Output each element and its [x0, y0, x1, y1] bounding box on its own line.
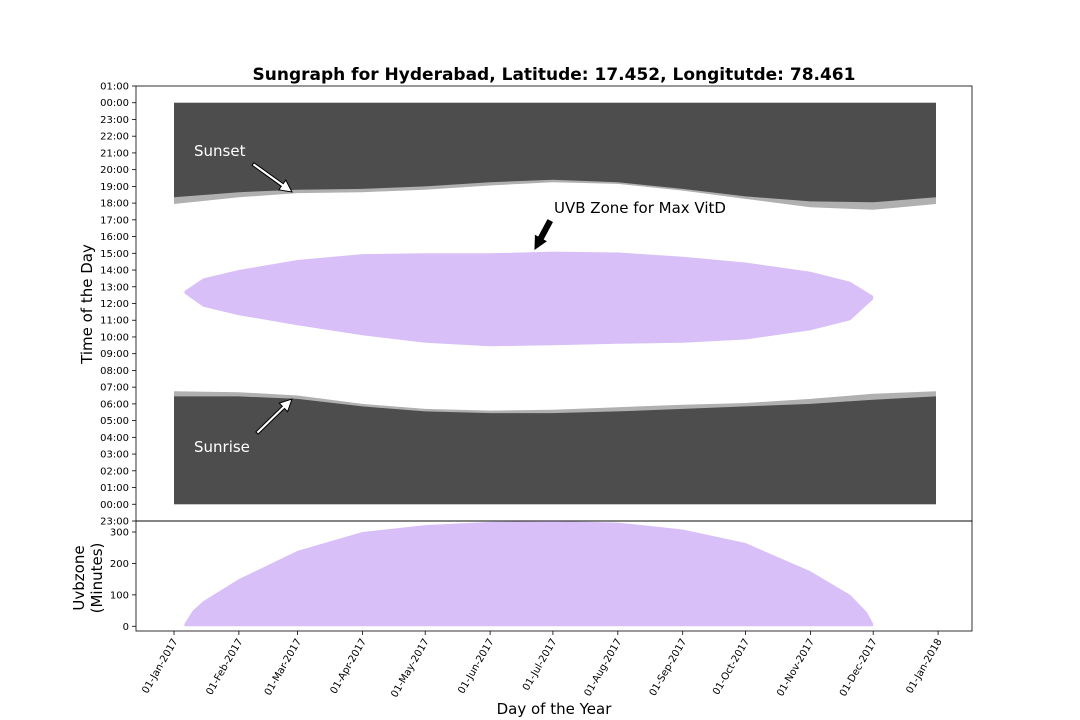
uvbzone-plot: 0 100 200 300 01-Jan-2017 01-Feb-2017 01-Mar-2… — [110, 520, 973, 700]
y-tick-label: 20:00 — [100, 165, 129, 176]
x-tick-label: 01-Aug-2017 — [583, 637, 625, 699]
y-tick-label: 00:00 — [100, 500, 129, 511]
morning-night-area — [174, 396, 936, 505]
y-tick-label: 15:00 — [100, 249, 129, 260]
bottom-plot-frame — [135, 520, 973, 632]
uvb-zone-area — [184, 251, 874, 347]
y-tick-label: 14:00 — [100, 266, 129, 277]
x-tick-label: 01-Oct-2017 — [711, 637, 752, 697]
y-tick-label: 01:00 — [100, 483, 129, 494]
y-tick-label: 08:00 — [100, 366, 129, 377]
annotation-uvb-zone: UVB Zone for Max VitD — [554, 199, 726, 217]
annotation-sunset: Sunset — [194, 142, 246, 160]
annotation-sunrise: Sunrise — [194, 438, 250, 456]
y-axis-label-top: Time of the Day — [78, 244, 96, 365]
y-tick-label: 12:00 — [100, 299, 129, 310]
sunrise-arrow — [255, 398, 293, 435]
y-tick-label: 21:00 — [100, 148, 129, 159]
x-tick-label: 01-Apr-2017 — [329, 637, 369, 696]
y-tick-label: 0 — [123, 622, 129, 633]
x-tick-label: 01-Jan-2018 — [904, 637, 944, 696]
y-tick-label: 01:00 — [100, 82, 129, 93]
x-tick-label: 01-Jan-2017 — [140, 637, 180, 696]
evening-night-area — [174, 102, 936, 203]
y-tick-label: 23:00 — [100, 115, 129, 126]
uvb-zone-arrow — [534, 219, 553, 250]
y-tick-label: 16:00 — [100, 232, 129, 243]
x-tick-label: 01-Mar-2017 — [263, 637, 304, 698]
y-tick-label: 04:00 — [100, 433, 129, 444]
y-tick-label: 13:00 — [100, 282, 129, 293]
x-tick-label: 01-Feb-2017 — [204, 637, 245, 697]
y-tick-label: 00:00 — [100, 98, 129, 109]
chart-title: Sungraph for Hyderabad, Latitude: 17.452… — [253, 65, 856, 85]
x-axis-label: Day of the Year — [497, 700, 613, 718]
y-tick-label: 18:00 — [100, 199, 129, 210]
x-tick-label: 01-Nov-2017 — [775, 637, 817, 698]
x-tick-label: 01-Jul-2017 — [521, 637, 560, 693]
y-tick-label: 05:00 — [100, 416, 129, 427]
y-axis-label-bottom-line1: Uvbzone — [70, 545, 88, 610]
x-tick-label: 01-Sep-2017 — [648, 637, 690, 698]
y-tick-label: 300 — [110, 528, 129, 539]
y-tick-label: 17:00 — [100, 215, 129, 226]
x-tick-label: 01-Jun-2017 — [456, 637, 496, 696]
y-tick-label: 07:00 — [100, 383, 129, 394]
y-tick-label: 19:00 — [100, 182, 129, 193]
uvbzone-minutes-area — [184, 521, 874, 627]
sungraph-plot: 23:00 00:00 01:00 02:00 03:00 04:00 05:00 06:00… — [100, 82, 973, 528]
x-tick-label: 01-Dec-2017 — [838, 637, 880, 699]
y-tick-label: 02:00 — [100, 466, 129, 477]
y-tick-label: 200 — [110, 559, 129, 570]
y-tick-label: 10:00 — [100, 332, 129, 343]
y-tick-label: 06:00 — [100, 399, 129, 410]
y-tick-label: 22:00 — [100, 132, 129, 143]
y-axis-label-bottom-line2: (Minutes) — [88, 543, 106, 614]
y-tick-label: 23:00 — [100, 517, 129, 528]
sunset-arrow — [251, 161, 293, 193]
x-tick-label: 01-May-2017 — [389, 637, 431, 700]
y-tick-label: 100 — [110, 590, 129, 601]
y-tick-label: 03:00 — [100, 450, 129, 461]
y-tick-label: 09:00 — [100, 349, 129, 360]
y-tick-label: 11:00 — [100, 316, 129, 327]
